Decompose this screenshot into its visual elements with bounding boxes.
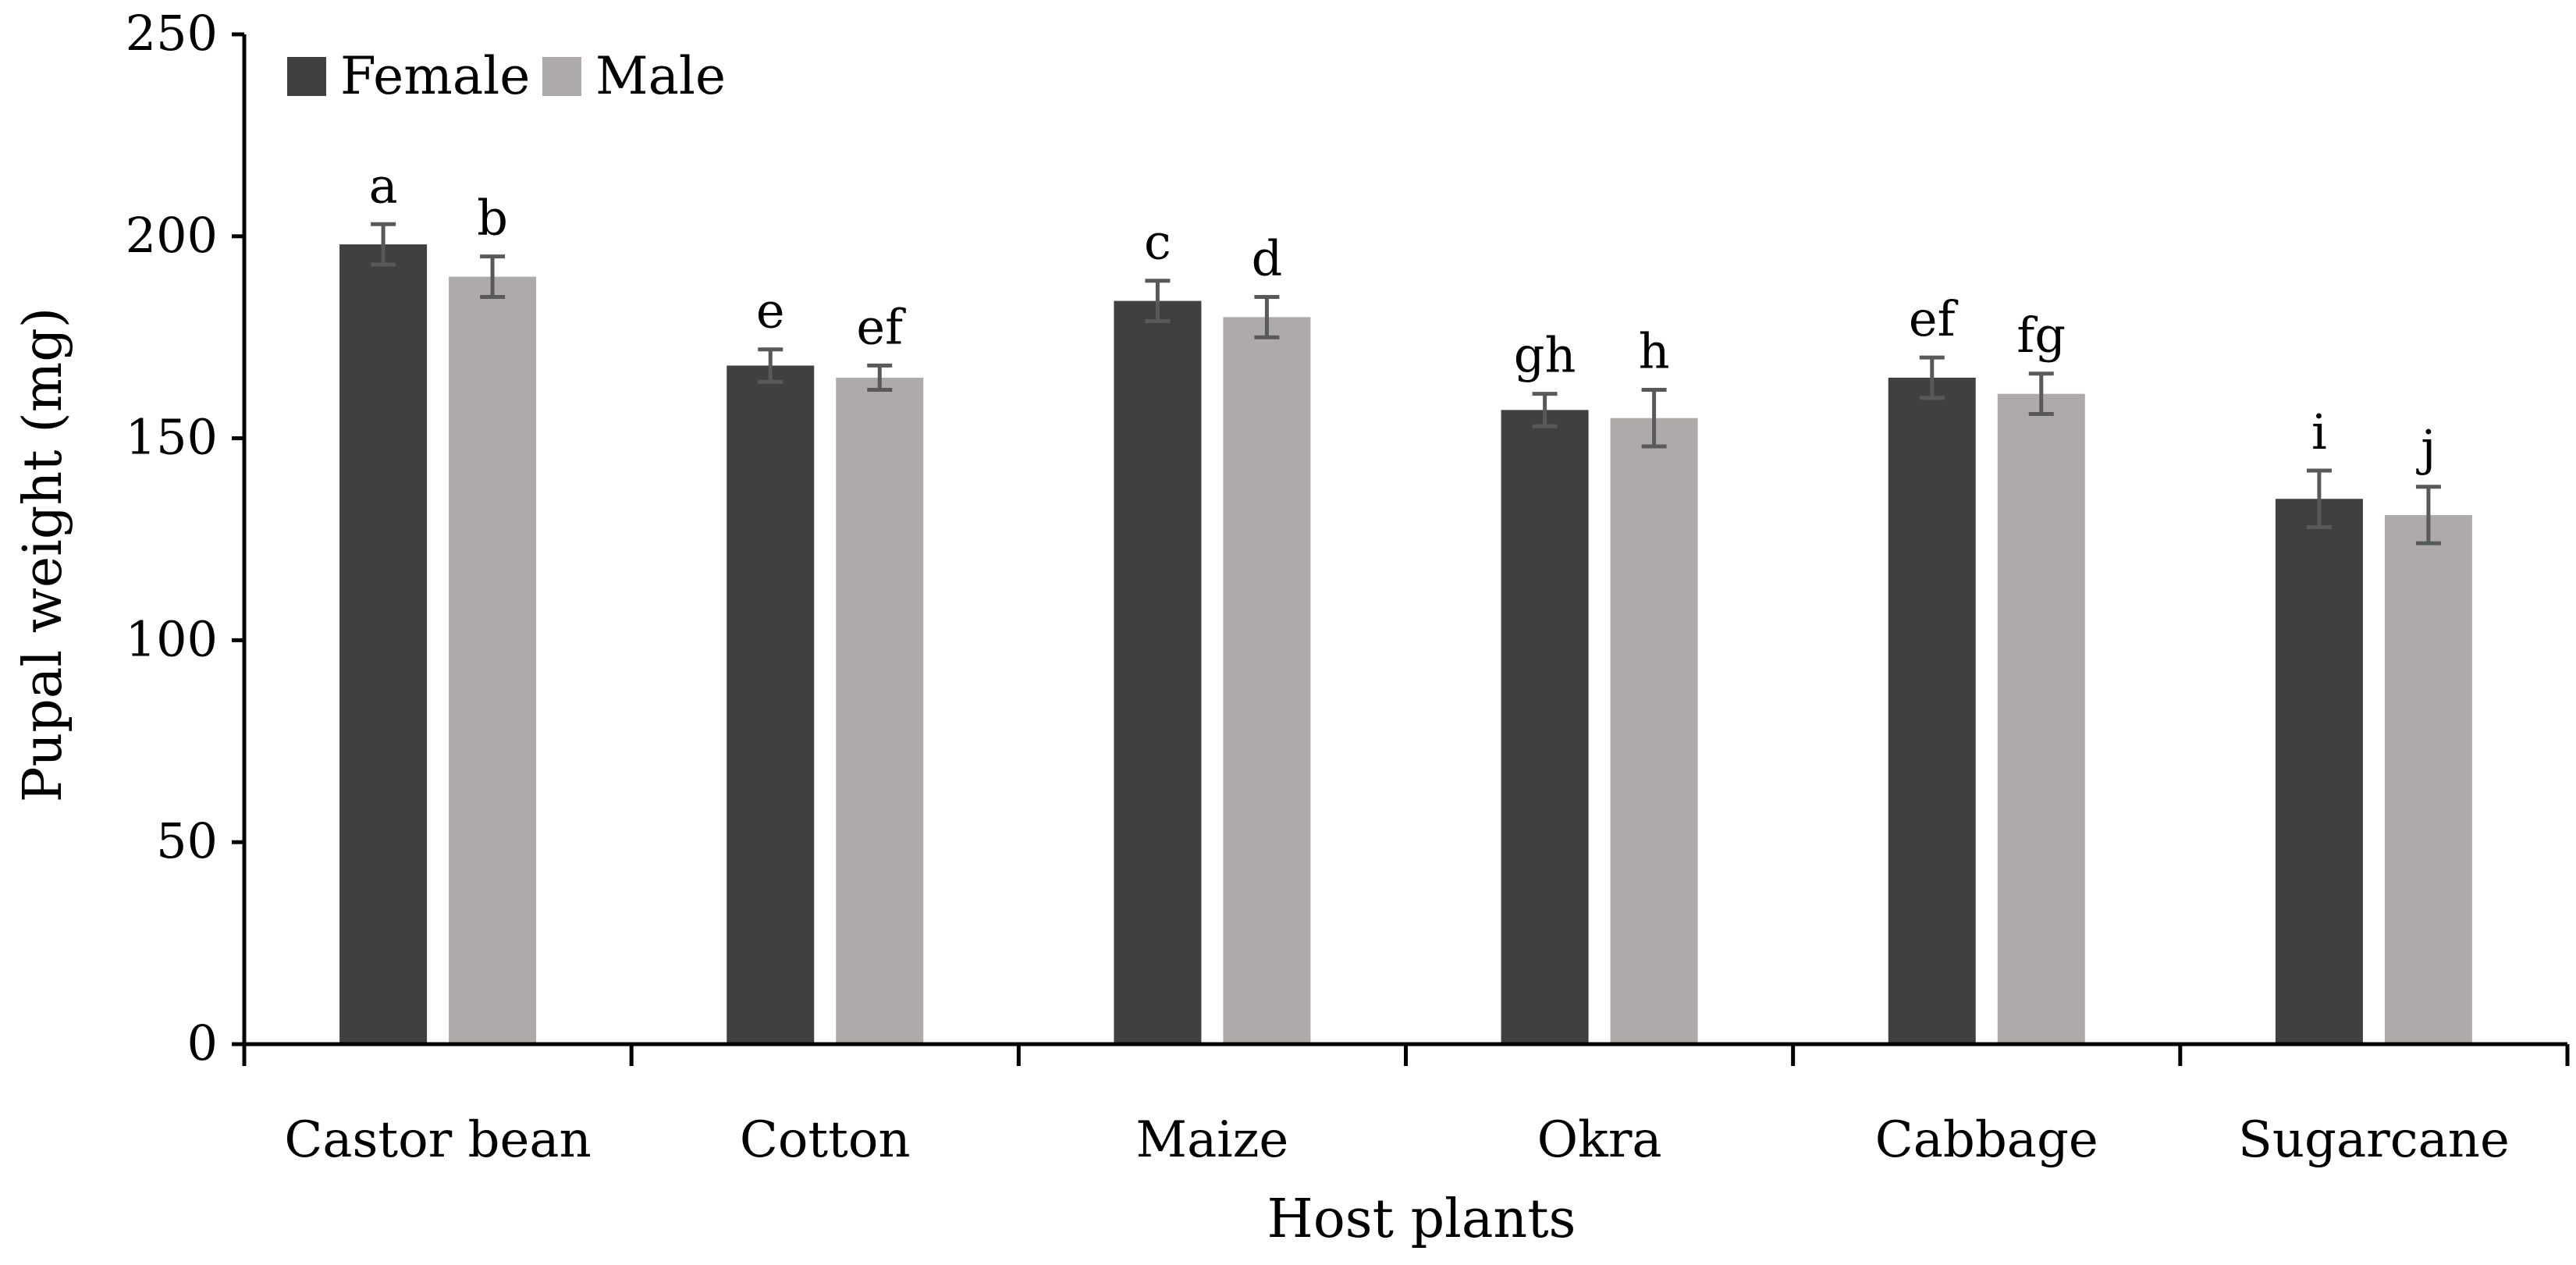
significance-label: i bbox=[2311, 403, 2327, 460]
y-axis-title: Pupal weight (mg) bbox=[12, 307, 74, 803]
y-tick-label: 200 bbox=[126, 207, 218, 264]
y-tick-label: 100 bbox=[126, 610, 218, 667]
x-ticks-layer: Castor bean Cotton Maize Okra Cabbage Sugarca… bbox=[242, 1044, 2570, 1169]
bar bbox=[1888, 377, 1976, 1045]
legend-label: Male bbox=[595, 46, 726, 106]
x-category-label: Cabbage bbox=[1875, 1111, 2098, 1169]
bar bbox=[1501, 410, 1589, 1044]
axes-layer bbox=[242, 34, 2567, 1046]
significance-labels-layer: abe efc dgh hef fgi j bbox=[369, 157, 2436, 476]
y-tick-label: 250 bbox=[126, 5, 218, 62]
significance-label: h bbox=[1639, 322, 1670, 379]
legend: Female Male bbox=[287, 46, 726, 106]
significance-label: b bbox=[477, 190, 508, 247]
x-category-label: Sugarcane bbox=[2238, 1111, 2510, 1169]
bar bbox=[727, 365, 815, 1044]
y-tick-label: 0 bbox=[187, 1014, 218, 1071]
bar bbox=[449, 276, 537, 1044]
y-tick-label: 50 bbox=[156, 812, 218, 869]
bar bbox=[2275, 499, 2363, 1044]
y-tick-label: 150 bbox=[126, 409, 218, 466]
x-category-label: Maize bbox=[1136, 1111, 1289, 1169]
bar bbox=[1610, 418, 1698, 1044]
legend-swatch bbox=[287, 57, 326, 96]
significance-label: a bbox=[369, 157, 398, 214]
legend-label: Female bbox=[340, 46, 530, 106]
bar bbox=[1223, 317, 1311, 1044]
legend-swatch bbox=[542, 57, 581, 96]
bar bbox=[1997, 393, 2085, 1044]
bar bbox=[1114, 300, 1202, 1045]
bar bbox=[2384, 514, 2472, 1044]
significance-label: e bbox=[756, 282, 785, 339]
significance-label: gh bbox=[1514, 327, 1576, 384]
significance-label: d bbox=[1252, 229, 1283, 286]
bars-layer bbox=[339, 244, 2472, 1045]
significance-label: ef bbox=[1909, 290, 1959, 347]
bar bbox=[836, 377, 924, 1045]
x-axis-title: Host plants bbox=[1267, 1189, 1576, 1250]
significance-label: c bbox=[1144, 214, 1171, 271]
y-ticks-layer: 0 50 100 150 200 250 bbox=[126, 5, 244, 1071]
significance-label: j bbox=[2416, 420, 2436, 477]
bar bbox=[339, 244, 428, 1045]
significance-label: ef bbox=[856, 298, 906, 355]
x-category-label: Okra bbox=[1537, 1111, 1662, 1169]
x-category-label: Cotton bbox=[740, 1111, 911, 1169]
significance-label: fg bbox=[2016, 307, 2066, 364]
error-bars-layer bbox=[371, 222, 2441, 545]
x-category-label: Castor bean bbox=[284, 1111, 591, 1169]
